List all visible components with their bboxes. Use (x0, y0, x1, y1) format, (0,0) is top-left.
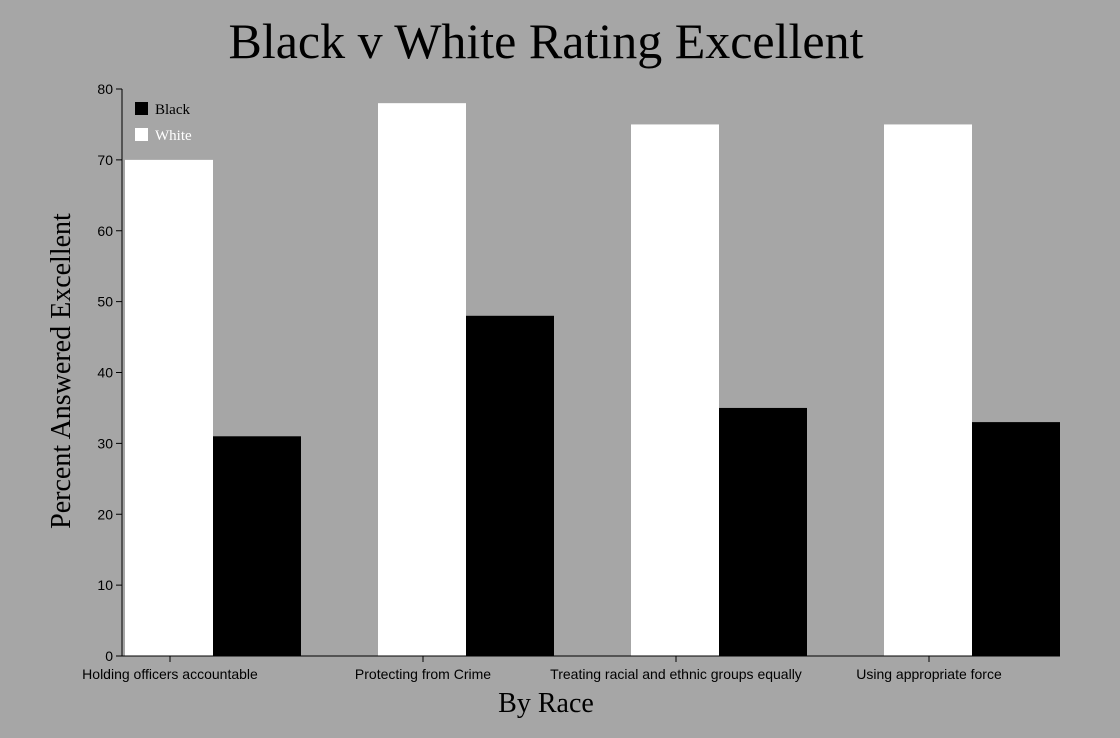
bar-white-0 (125, 159, 213, 656)
x-axis-label: By Race (498, 688, 594, 719)
bar-black-1 (466, 315, 554, 656)
y-tick-label: 80 (97, 81, 113, 97)
legend-swatch-white (135, 128, 148, 141)
legend-label-black: Black (155, 102, 190, 118)
x-tick-label: Protecting from Crime (355, 666, 491, 682)
bars-layer (125, 103, 1060, 657)
legend-swatch-black (135, 102, 148, 115)
bar-white-1 (378, 103, 466, 657)
y-tick-label: 60 (97, 223, 113, 239)
y-tick-label: 30 (97, 435, 113, 451)
x-tick-label: Treating racial and ethnic groups equall… (550, 666, 802, 682)
y-tick-label: 0 (105, 648, 113, 664)
x-tick-label: Using appropriate force (856, 666, 1002, 682)
legend: Black White (135, 102, 192, 144)
y-tick-label: 20 (97, 506, 113, 522)
bar-black-0 (213, 436, 301, 656)
chart-title: Black v White Rating Excellent (228, 13, 863, 69)
legend-label-white: White (155, 128, 192, 144)
bar-white-2 (631, 124, 719, 656)
bar-white-3 (884, 124, 972, 656)
y-tick-label: 50 (97, 294, 113, 310)
bar-black-3 (972, 422, 1060, 656)
y-tick-label: 10 (97, 577, 113, 593)
x-tick-label: Holding officers accountable (82, 666, 258, 682)
axes-layer: 0 10 20 30 40 50 60 70 80 Holding officers accoun… (82, 81, 1060, 682)
y-tick-label: 70 (97, 152, 113, 168)
bar-black-2 (719, 407, 807, 656)
y-axis-label: Percent Answered Excellent (46, 213, 77, 529)
y-tick-label: 40 (97, 365, 113, 381)
